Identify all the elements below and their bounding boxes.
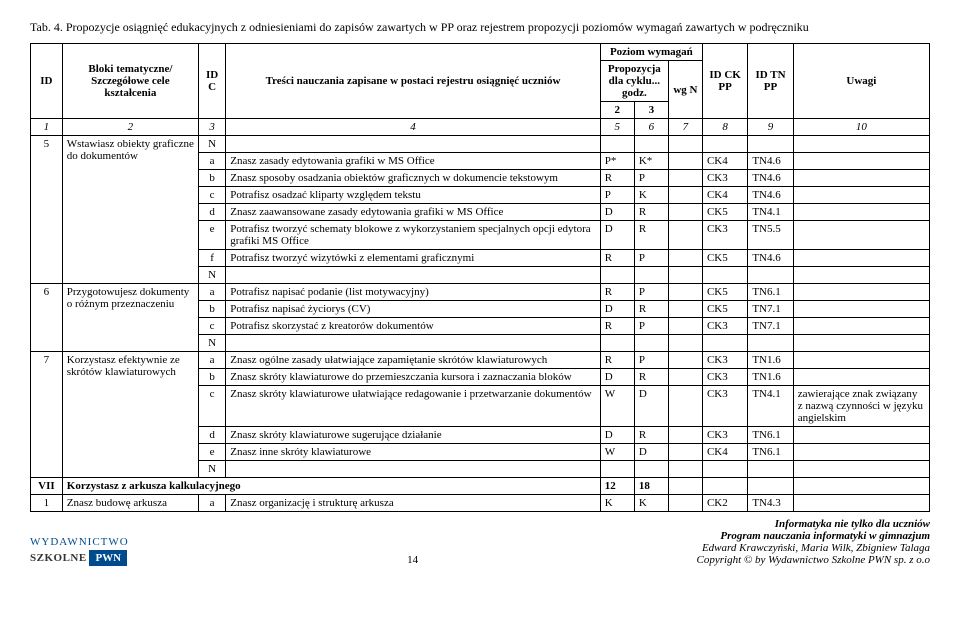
page-footer: WYDAWNICTWO SZKOLNE PWN 14 Informatyka n… (30, 518, 930, 566)
table-row: 1Znasz budowę arkuszaaZnasz organizację … (31, 495, 930, 512)
header-blok: Bloki tematyczne/ Szczegółowe cele kszta… (62, 44, 198, 119)
main-table: ID Bloki tematyczne/ Szczegółowe cele ks… (30, 43, 930, 512)
header-sub3: 3 (634, 102, 668, 119)
page-number: 14 (129, 554, 697, 566)
header-idck: ID CK PP (702, 44, 747, 119)
header-sub2: 2 (600, 102, 634, 119)
table-row: 5Wstawiasz obiekty graficzne do dokument… (31, 136, 930, 153)
publisher-logo: WYDAWNICTWO SZKOLNE PWN (30, 536, 129, 566)
header-uwagi: Uwagi (793, 44, 929, 119)
footer-credits: Informatyka nie tylko dla uczniów Progra… (697, 518, 930, 566)
table-row: 7Korzystasz efektywnie ze skrótów klawia… (31, 352, 930, 369)
header-prop: Propozycja dla cyklu... godz. (600, 61, 668, 102)
table-row: 6Przygotowujesz dokumenty o różnym przez… (31, 284, 930, 301)
section-row: VIIKorzystasz z arkusza kalkulacyjnego12… (31, 478, 930, 495)
header-wgn: wg N (668, 61, 702, 119)
header-idc: ID C (198, 44, 225, 119)
number-row: 123 456 789 10 (31, 119, 930, 136)
header-idtn: ID TN PP (748, 44, 793, 119)
header-tresc: Treści nauczania zapisane w postaci reje… (226, 44, 601, 119)
table-caption: Tab. 4. Propozycje osiągnięć edukacyjnyc… (30, 20, 930, 35)
header-poziom: Poziom wymagań (600, 44, 702, 61)
header-id: ID (31, 44, 63, 119)
